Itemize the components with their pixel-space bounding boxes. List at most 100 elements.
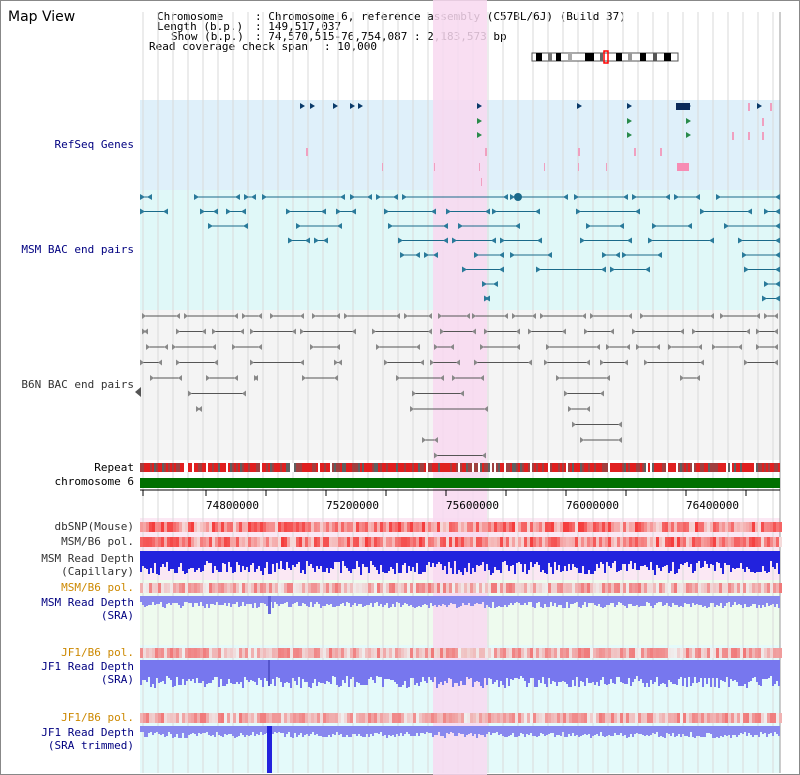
refseq-gene[interactable]: [333, 103, 338, 109]
refseq-transcript[interactable]: [770, 103, 772, 111]
track-features[interactable]: [135, 103, 782, 773]
msm-sra-depth-bar: [730, 596, 732, 607]
dbsnp-cell: [728, 522, 731, 532]
msm-sra-depth-bar: [518, 596, 520, 603]
refseq-gene[interactable]: [676, 103, 690, 110]
msm-b6-pol-cell: [278, 583, 281, 593]
repeat-segment: [368, 463, 370, 472]
refseq-gene[interactable]: [477, 118, 482, 124]
msm-sra-depth-bar: [146, 596, 148, 606]
refseq-transcript[interactable]: [748, 132, 750, 140]
jf1-b6-pol-cell: [509, 713, 512, 723]
selected-range[interactable]: [433, 0, 487, 775]
jf1-sra-depth-bar: [598, 660, 600, 686]
dbsnp-cell: [368, 522, 371, 532]
msm-b6-pol-cell: [239, 583, 242, 593]
msm-b6-pol-cell: [455, 537, 458, 547]
dbsnp-cell: [236, 522, 239, 532]
refseq-transcript[interactable]: [485, 148, 487, 156]
ideogram-body[interactable]: [531, 52, 679, 62]
refseq-transcript[interactable]: [479, 163, 480, 171]
b6n-bac-end: [544, 359, 548, 366]
track-label-jf1-b6-pol-2[interactable]: JF1/B6 pol.: [61, 711, 134, 724]
msm-b6-pol-cell: [452, 537, 455, 547]
msm-sra-depth-bar: [198, 596, 200, 606]
msm-sra-depth-bar: [276, 596, 278, 604]
refseq-transcript[interactable]: [306, 148, 308, 156]
refseq-transcript[interactable]: [677, 163, 689, 171]
track-label-jf1-depth-sra[interactable]: JF1 Read Depth: [41, 660, 134, 673]
jf1-b6-pol-cell: [569, 713, 572, 723]
b6n-scroll-left[interactable]: [135, 387, 141, 397]
dbsnp-cell: [533, 522, 536, 532]
refseq-transcript[interactable]: [748, 103, 750, 111]
jf1-sra-depth-bar: [182, 660, 184, 679]
jf1-b6-pol-cell: [290, 713, 293, 723]
refseq-gene[interactable]: [310, 103, 315, 109]
chromosome-ideogram[interactable]: [531, 50, 679, 64]
refseq-transcript[interactable]: [382, 163, 383, 171]
refseq-gene[interactable]: [350, 103, 355, 109]
refseq-transcript[interactable]: [606, 163, 607, 171]
dbsnp-cell: [596, 522, 599, 532]
msm-sra-depth-bar: [724, 596, 726, 606]
refseq-gene[interactable]: [358, 103, 363, 109]
ideogram-position-marker[interactable]: [603, 50, 609, 64]
refseq-transcript[interactable]: [434, 163, 435, 171]
chromosome-bar[interactable]: [140, 478, 780, 488]
refseq-gene[interactable]: [477, 103, 482, 109]
track-label-msm-b6-pol[interactable]: MSM/B6 pol.: [61, 535, 134, 548]
refseq-transcript[interactable]: [578, 148, 580, 156]
msm-sra-depth-bar: [258, 596, 260, 607]
refseq-gene[interactable]: [686, 132, 691, 138]
track-label-msm-depth-capillary[interactable]: MSM Read Depth: [41, 552, 134, 565]
track-label-jf1-depth-trimmed[interactable]: JF1 Read Depth: [41, 726, 134, 739]
refseq-transcript[interactable]: [762, 118, 764, 126]
msm-sra-depth-bar: [478, 596, 480, 604]
track-label-msm-depth-sra[interactable]: MSM Read Depth: [41, 596, 134, 609]
msm-b6-pol-cell: [215, 583, 218, 593]
jf1-trimmed-depth-bar: [178, 726, 180, 738]
jf1-trimmed-depth-peak[interactable]: [267, 726, 272, 773]
refseq-transcript[interactable]: [634, 148, 636, 156]
msm-sra-depth-bar: [490, 596, 492, 608]
jf1-b6-pol-cell: [326, 648, 329, 658]
refseq-transcript[interactable]: [762, 132, 764, 140]
jf1-sra-depth-bar: [156, 660, 158, 678]
refseq-gene[interactable]: [627, 103, 632, 109]
jf1-sra-depth-bar: [282, 660, 284, 687]
refseq-gene[interactable]: [300, 103, 305, 109]
refseq-transcript[interactable]: [732, 132, 734, 140]
msm-b6-pol-cell: [695, 537, 698, 547]
refseq-transcript[interactable]: [544, 163, 545, 171]
msm-b6-pol-cell: [161, 537, 164, 547]
refseq-gene[interactable]: [686, 118, 691, 124]
track-label-refseq[interactable]: RefSeq Genes: [54, 138, 134, 151]
msm-capillary-depth-bar: [550, 551, 552, 567]
jf1-b6-pol-cell: [623, 713, 626, 723]
refseq-transcript[interactable]: [578, 163, 579, 171]
refseq-transcript[interactable]: [481, 178, 482, 186]
refseq-transcript[interactable]: [660, 148, 662, 156]
track-label-msm-b6-pol-2[interactable]: MSM/B6 pol.: [61, 581, 134, 594]
refseq-gene[interactable]: [577, 103, 582, 109]
refseq-gene[interactable]: [627, 132, 632, 138]
jf1-b6-pol-cell: [212, 648, 215, 658]
msm-b6-pol-cell: [329, 583, 332, 593]
track-label-b6n-bac[interactable]: B6N BAC end pairs: [21, 378, 134, 391]
ideogram-band: [556, 53, 561, 61]
track-label-jf1-b6-pol[interactable]: JF1/B6 pol.: [61, 646, 134, 659]
refseq-gene[interactable]: [627, 118, 632, 124]
refseq-gene[interactable]: [477, 132, 482, 138]
msm-capillary-depth-bar: [682, 551, 684, 565]
jf1-trimmed-depth-bar: [548, 726, 550, 734]
jf1-b6-pol-cell: [500, 713, 503, 723]
track-label-dbsnp[interactable]: dbSNP(Mouse): [54, 520, 134, 533]
highlight-region[interactable]: [433, 0, 487, 775]
msm-capillary-depth-bar: [480, 551, 482, 565]
jf1-b6-pol-cell: [611, 648, 614, 658]
track-label-msm-bac[interactable]: MSM BAC end pairs: [21, 243, 134, 256]
refseq-gene[interactable]: [757, 103, 762, 109]
jf1-sra-depth-bar: [702, 660, 704, 687]
